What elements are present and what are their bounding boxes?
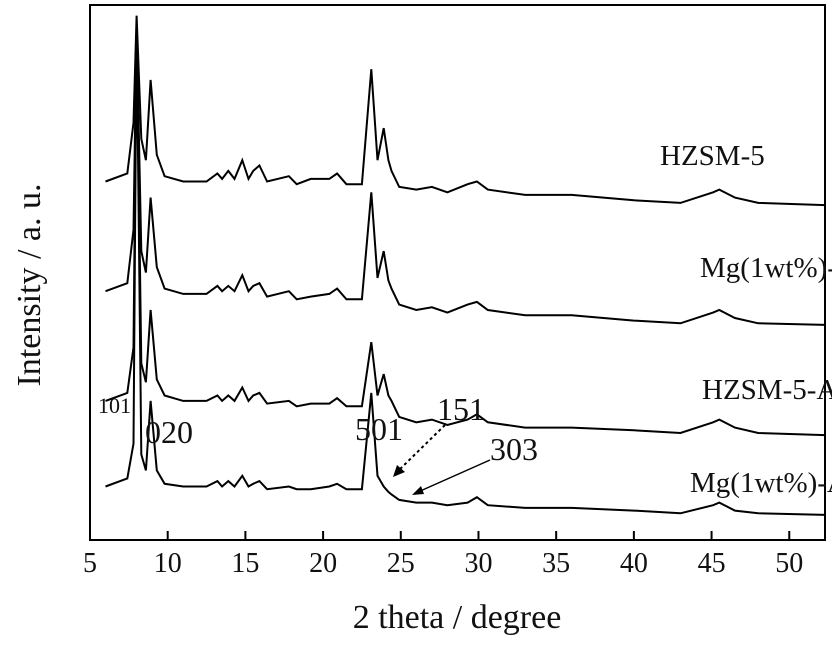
series-label: Mg(1wt%)-H [700,252,832,284]
x-tick-label: 25 [387,548,415,579]
peak-label: 501 [355,411,403,447]
x-tick-label: 15 [231,548,259,579]
peak-label: 151 [437,391,485,427]
y-axis-title: Intensity / a. u. [11,183,48,386]
series-label: Mg(1wt%)-AT [690,467,832,499]
series-label: HZSM-5-AT [702,374,832,406]
x-tick-label: 40 [620,548,648,579]
x-tick-label: 30 [464,548,492,579]
x-tick-label: 5 [83,548,97,579]
series-label: HZSM-5 [660,140,765,172]
peak-label: 101 [98,393,131,418]
arrowhead [393,465,405,477]
plot-frame [89,4,826,541]
peak-label: 020 [145,414,193,450]
x-tick-label: 20 [309,548,337,579]
peak-label: 303 [490,431,538,467]
x-tick-label: 35 [542,548,570,579]
xrd-line [105,15,826,207]
arrow-151 [396,424,446,473]
xrd-line [105,26,826,516]
arrowhead [412,486,424,495]
x-tick-label: 50 [775,548,803,579]
arrow-303 [417,459,491,493]
x-tick-label: 10 [154,548,182,579]
xrd-line [105,26,826,437]
x-tick-label: 45 [698,548,726,579]
xrd-line [105,26,826,326]
x-axis-title: 2 theta / degree [353,599,562,636]
